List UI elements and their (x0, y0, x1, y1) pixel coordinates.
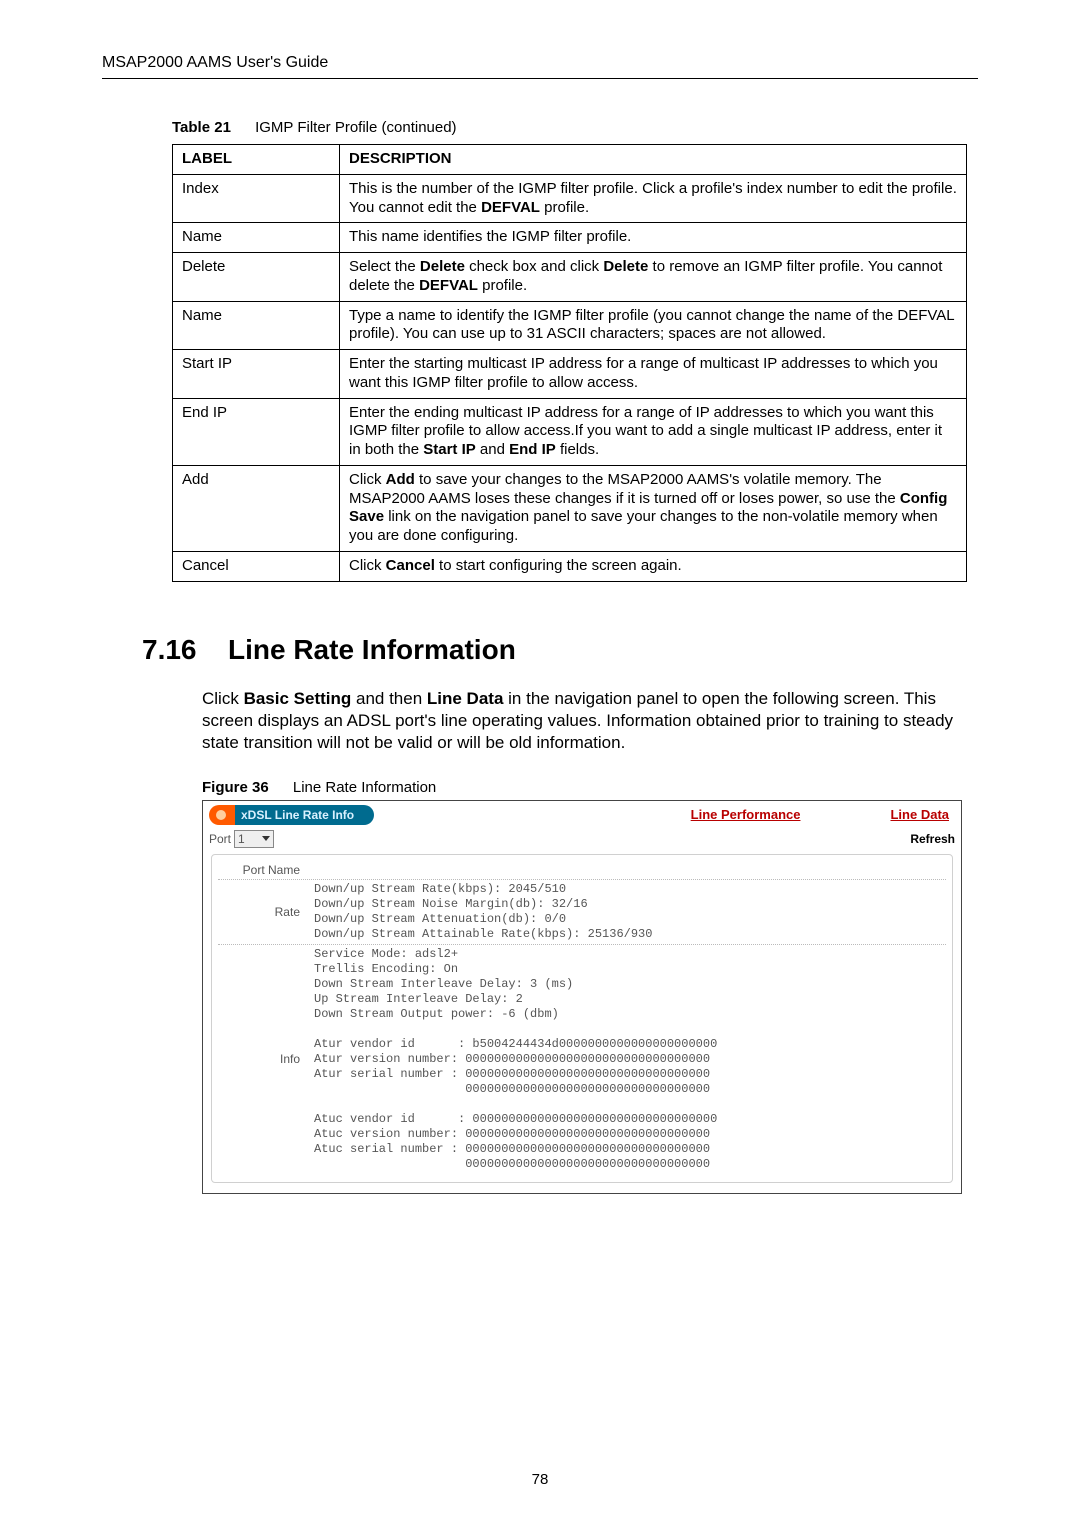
table-caption-label: Table 21 (172, 119, 231, 136)
table-row: IndexThis is the number of the IGMP filt… (173, 174, 967, 223)
tab-pill: xDSL Line Rate Info (209, 805, 374, 825)
port-select[interactable]: 1 (234, 830, 274, 848)
table-row: CancelClick Cancel to start configuring … (173, 551, 967, 581)
row-label: Name (173, 223, 340, 253)
row-description: Enter the ending multicast IP address fo… (340, 398, 967, 465)
line-rate-screenshot: xDSL Line Rate Info Line Performance Lin… (202, 800, 962, 1194)
figure-caption-text: Line Rate Information (293, 779, 436, 796)
running-header: MSAP2000 AAMS User's Guide (102, 54, 978, 79)
table-row: NameThis name identifies the IGMP filter… (173, 223, 967, 253)
row-description: Select the Delete check box and click De… (340, 253, 967, 302)
tab-indicator-icon (209, 805, 235, 825)
portname-label: Port Name (218, 863, 314, 877)
table-row: AddClick Add to save your changes to the… (173, 465, 967, 551)
line-rate-info-box: Port Name Rate Down/up Stream Rate(kbps)… (211, 854, 953, 1183)
row-description: Click Add to save your changes to the MS… (340, 465, 967, 551)
section-heading: 7.16Line Rate Information (102, 634, 978, 666)
row-label: Cancel (173, 551, 340, 581)
row-label: Delete (173, 253, 340, 302)
row-label: Name (173, 301, 340, 350)
figure-caption-label: Figure 36 (202, 779, 269, 796)
col-header-description: DESCRIPTION (340, 145, 967, 175)
row-description: This is the number of the IGMP filter pr… (340, 174, 967, 223)
row-description: Enter the starting multicast IP address … (340, 350, 967, 399)
row-description: This name identifies the IGMP filter pro… (340, 223, 967, 253)
line-performance-link[interactable]: Line Performance (691, 807, 801, 822)
port-select-value: 1 (238, 832, 245, 846)
table-row: Start IPEnter the starting multicast IP … (173, 350, 967, 399)
info-value: Service Mode: adsl2+ Trellis Encoding: O… (314, 947, 717, 1172)
table-row: DeleteSelect the Delete check box and cl… (173, 253, 967, 302)
section-number: 7.16 (142, 634, 228, 666)
page-number: 78 (0, 1471, 1080, 1488)
igmp-filter-table: LABEL DESCRIPTION IndexThis is the numbe… (172, 144, 967, 582)
table-caption-text: IGMP Filter Profile (continued) (255, 119, 456, 136)
row-description: Click Cancel to start configuring the sc… (340, 551, 967, 581)
section-title: Line Rate Information (228, 634, 516, 665)
row-label: Index (173, 174, 340, 223)
port-label: Port (209, 832, 231, 846)
section-paragraph: Click Basic Setting and then Line Data i… (202, 688, 962, 755)
table-row: End IPEnter the ending multicast IP addr… (173, 398, 967, 465)
row-description: Type a name to identify the IGMP filter … (340, 301, 967, 350)
info-label: Info (218, 1052, 314, 1066)
refresh-button[interactable]: Refresh (910, 832, 955, 846)
row-label: End IP (173, 398, 340, 465)
figure-caption: Figure 36 Line Rate Information (202, 779, 978, 796)
col-header-label: LABEL (173, 145, 340, 175)
table-caption: Table 21 IGMP Filter Profile (continued) (172, 119, 978, 136)
chevron-down-icon (262, 836, 270, 841)
row-label: Add (173, 465, 340, 551)
rate-label: Rate (218, 905, 314, 919)
tab-title: xDSL Line Rate Info (235, 805, 374, 825)
row-label: Start IP (173, 350, 340, 399)
line-data-link[interactable]: Line Data (890, 807, 949, 822)
table-row: NameType a name to identify the IGMP fil… (173, 301, 967, 350)
rate-value: Down/up Stream Rate(kbps): 2045/510 Down… (314, 882, 652, 942)
